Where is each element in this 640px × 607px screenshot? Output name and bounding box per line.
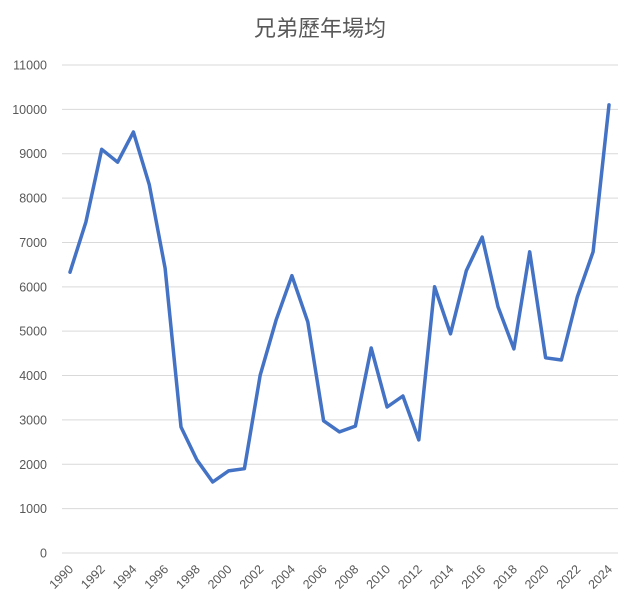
y-tick-label: 11000 bbox=[13, 59, 47, 73]
y-axis-ticks: 0 1000 2000 3000 4000 5000 6000 7000 8000 9000 100… bbox=[12, 59, 47, 561]
x-axis-ticks: 1990 1992 1994 1996 1998 2000 2002 2004 2006 2008… bbox=[47, 562, 616, 592]
x-tick-label: 2012 bbox=[395, 562, 425, 592]
x-tick-label: 2022 bbox=[554, 562, 584, 592]
series-line bbox=[68, 103, 611, 484]
x-tick-label: 2020 bbox=[522, 562, 552, 592]
x-tick-label: 2014 bbox=[427, 562, 457, 592]
x-tick-label: 1996 bbox=[142, 562, 172, 592]
y-tick-label: 8000 bbox=[19, 192, 47, 206]
chart-title: 兄弟歷年場均 bbox=[254, 17, 386, 42]
x-tick-label: 2016 bbox=[459, 562, 489, 592]
y-tick-label: 5000 bbox=[19, 325, 47, 339]
x-tick-label: 2004 bbox=[268, 562, 298, 592]
y-tick-label: 4000 bbox=[19, 369, 47, 383]
y-tick-label: 2000 bbox=[19, 458, 47, 472]
y-tick-label: 9000 bbox=[19, 147, 47, 161]
x-tick-label: 2002 bbox=[237, 562, 267, 592]
x-tick-label: 1994 bbox=[110, 562, 140, 592]
x-tick-label: 1998 bbox=[173, 562, 203, 592]
x-tick-label: 1990 bbox=[47, 562, 77, 592]
x-tick-label: 2008 bbox=[332, 562, 362, 592]
y-tick-label: 10000 bbox=[12, 103, 47, 117]
gridlines bbox=[62, 64, 618, 554]
y-tick-label: 7000 bbox=[19, 236, 47, 250]
x-tick-label: 2000 bbox=[205, 562, 235, 592]
x-tick-label: 2018 bbox=[490, 562, 520, 592]
y-tick-label: 6000 bbox=[19, 280, 47, 294]
y-tick-label: 0 bbox=[40, 547, 47, 561]
y-tick-label: 1000 bbox=[19, 502, 47, 516]
x-tick-label: 1992 bbox=[78, 562, 108, 592]
series-lines bbox=[68, 103, 611, 484]
y-tick-label: 3000 bbox=[19, 413, 47, 427]
x-tick-label: 2010 bbox=[364, 562, 394, 592]
x-tick-label: 2006 bbox=[300, 562, 330, 592]
x-tick-label: 2024 bbox=[586, 562, 616, 592]
